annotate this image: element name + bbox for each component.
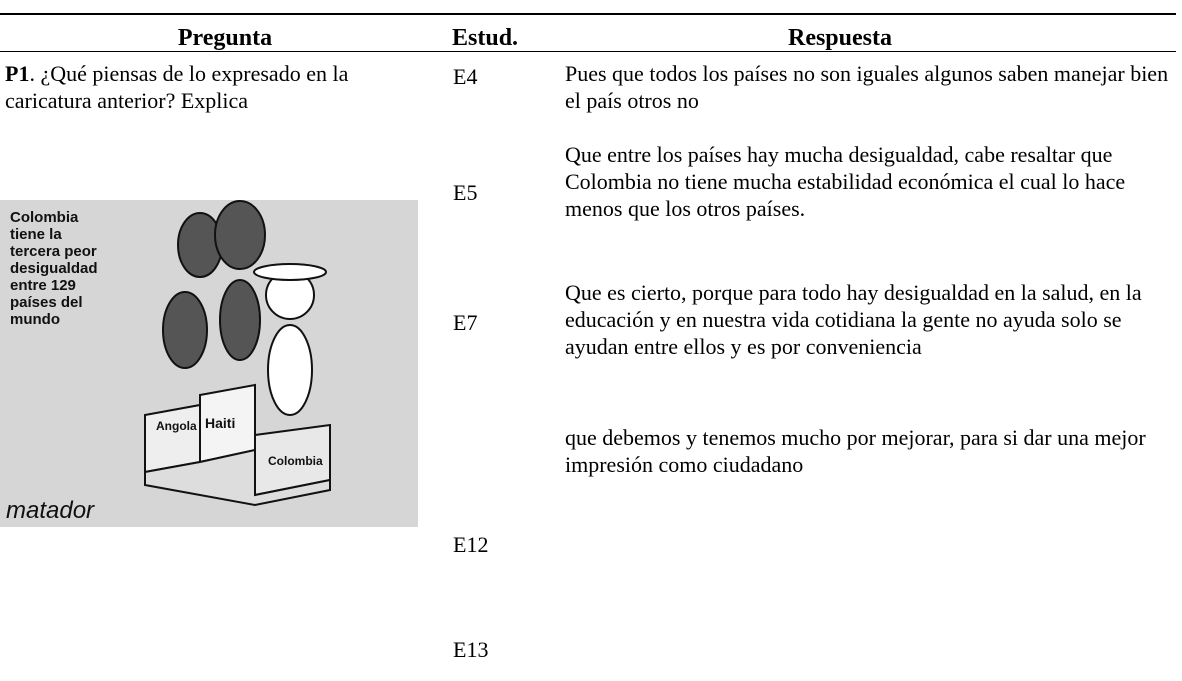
student: E4 (453, 64, 478, 89)
podium-label: Haiti (205, 415, 235, 431)
header-rule (0, 51, 1176, 52)
caption-line: desigualdad (10, 260, 98, 277)
question-label: P1 (5, 61, 30, 86)
podium (144, 383, 331, 507)
caption-line: países del (10, 294, 83, 311)
response: que debemos y tenemos mucho por mejorar,… (565, 425, 1146, 477)
podium-label: Angola (156, 419, 197, 433)
caption-line: entre 129 (10, 277, 76, 294)
student: E13 (453, 637, 489, 662)
podium-labels: Angola Haiti Colombia (156, 415, 323, 468)
question: P1. ¿Qué piensas de lo expresado en la c… (5, 60, 390, 114)
caption-line: mundo (10, 311, 60, 328)
caption: Colombia tiene la tercera peor desiguald… (10, 209, 98, 328)
header-cell: Respuesta (787, 25, 892, 51)
response: Que entre los países hay mucha desiguald… (565, 142, 1126, 221)
response: Pues que todos los países no son iguales… (565, 61, 1169, 113)
caption-line: tiene la (10, 226, 62, 243)
question-text: . ¿Qué piensas de lo expresado en la car… (5, 61, 349, 113)
podium-label: Colombia (268, 454, 323, 468)
student: E5 (453, 180, 478, 205)
cartoon: Colombia tiene la tercera peor desiguald… (0, 200, 418, 527)
signature: matador (6, 497, 95, 524)
student: E12 (453, 532, 489, 557)
caption-line: Colombia (10, 209, 79, 226)
header-cell: Estud. (452, 25, 519, 51)
caption-line: tercera peor (10, 243, 97, 260)
header-cell: Pregunta (177, 25, 273, 51)
student: E7 (453, 310, 478, 335)
response: Que es cierto, porque para todo hay desi… (565, 280, 1142, 359)
top-rule (0, 13, 1176, 15)
figures (162, 200, 327, 416)
